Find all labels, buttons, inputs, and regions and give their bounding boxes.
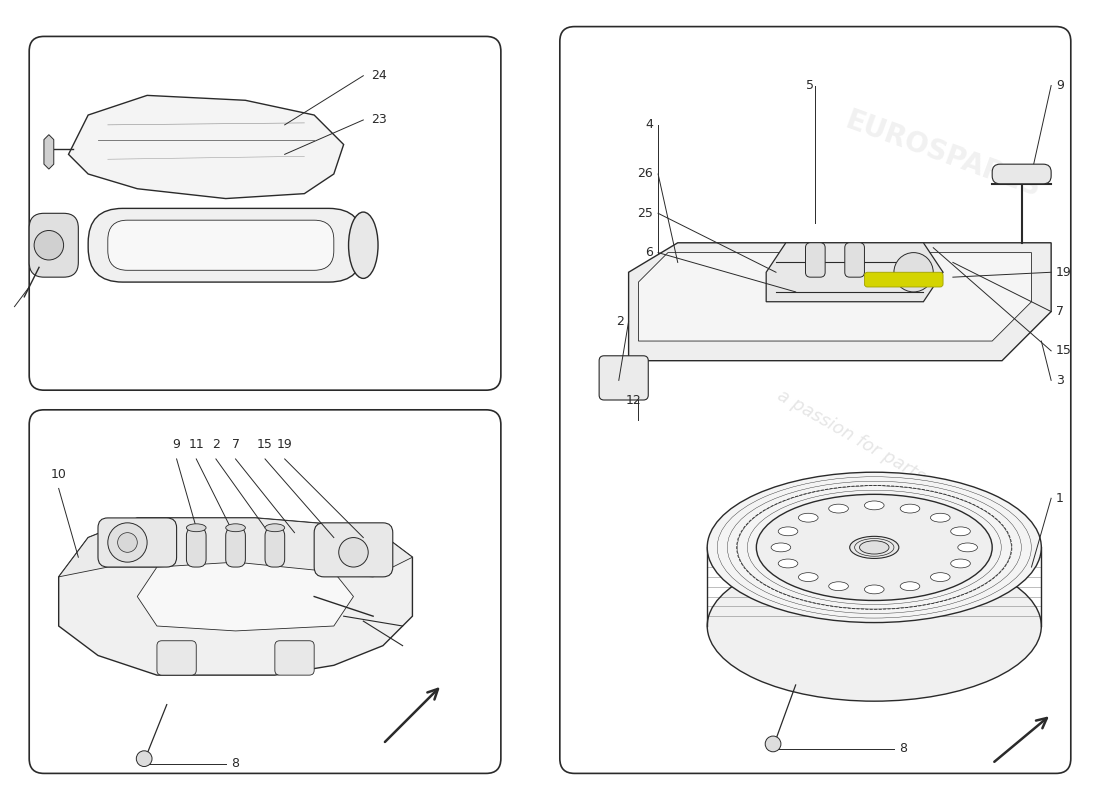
- FancyBboxPatch shape: [98, 518, 177, 567]
- Text: 2: 2: [212, 438, 220, 451]
- Ellipse shape: [778, 527, 798, 536]
- Circle shape: [108, 523, 147, 562]
- Text: 19: 19: [277, 438, 293, 451]
- Ellipse shape: [757, 494, 992, 601]
- FancyBboxPatch shape: [108, 220, 333, 270]
- Text: 26: 26: [637, 167, 653, 181]
- Ellipse shape: [950, 527, 970, 536]
- Ellipse shape: [900, 504, 920, 513]
- Circle shape: [766, 736, 781, 752]
- FancyBboxPatch shape: [560, 26, 1070, 774]
- Text: 15: 15: [257, 438, 273, 451]
- Ellipse shape: [778, 559, 798, 568]
- Text: 12: 12: [626, 394, 641, 406]
- Ellipse shape: [186, 524, 206, 532]
- Text: 6: 6: [646, 246, 653, 259]
- FancyBboxPatch shape: [275, 641, 315, 675]
- Ellipse shape: [865, 585, 884, 594]
- Text: a passion for parts since: a passion for parts since: [774, 386, 975, 512]
- Text: 11: 11: [188, 438, 205, 451]
- Ellipse shape: [900, 582, 920, 590]
- Ellipse shape: [265, 524, 285, 532]
- Text: 19: 19: [1056, 266, 1071, 278]
- Ellipse shape: [931, 573, 950, 582]
- Text: 10: 10: [51, 467, 67, 481]
- Text: 9: 9: [173, 438, 180, 451]
- Text: 23: 23: [371, 114, 387, 126]
- Ellipse shape: [828, 582, 848, 590]
- Polygon shape: [767, 242, 943, 302]
- Ellipse shape: [226, 524, 245, 532]
- Text: 8: 8: [899, 742, 906, 755]
- Text: 1: 1: [1056, 492, 1064, 505]
- Text: 9: 9: [1056, 79, 1064, 92]
- Polygon shape: [58, 518, 412, 675]
- Circle shape: [339, 538, 369, 567]
- FancyBboxPatch shape: [226, 528, 245, 567]
- Text: 3: 3: [1056, 374, 1064, 387]
- Ellipse shape: [859, 541, 889, 554]
- Polygon shape: [68, 95, 343, 198]
- Polygon shape: [138, 562, 353, 631]
- Text: a passion for parts since: a passion for parts since: [197, 570, 353, 662]
- FancyBboxPatch shape: [30, 37, 500, 390]
- Circle shape: [34, 230, 64, 260]
- Polygon shape: [58, 518, 412, 577]
- FancyBboxPatch shape: [805, 242, 825, 277]
- FancyBboxPatch shape: [845, 242, 865, 277]
- Ellipse shape: [828, 504, 848, 513]
- FancyBboxPatch shape: [265, 528, 285, 567]
- Text: 85: 85: [309, 642, 339, 669]
- Ellipse shape: [707, 472, 1042, 622]
- Ellipse shape: [958, 543, 978, 552]
- FancyBboxPatch shape: [865, 272, 943, 287]
- Text: 2: 2: [616, 315, 624, 328]
- Text: 4: 4: [646, 118, 653, 131]
- Polygon shape: [628, 242, 1052, 361]
- Ellipse shape: [931, 514, 950, 522]
- Ellipse shape: [707, 551, 1042, 701]
- Text: 85: 85: [916, 502, 950, 534]
- Ellipse shape: [799, 514, 818, 522]
- Ellipse shape: [771, 543, 791, 552]
- Text: 7: 7: [232, 438, 240, 451]
- Text: EUROSPARES: EUROSPARES: [842, 106, 1045, 202]
- Ellipse shape: [349, 212, 378, 278]
- Text: 24: 24: [371, 70, 387, 82]
- Text: 15: 15: [1056, 344, 1071, 358]
- Text: 7: 7: [1056, 305, 1064, 318]
- Circle shape: [894, 253, 933, 292]
- FancyBboxPatch shape: [30, 214, 78, 277]
- FancyBboxPatch shape: [992, 164, 1052, 184]
- FancyBboxPatch shape: [315, 523, 393, 577]
- Circle shape: [118, 533, 138, 552]
- FancyBboxPatch shape: [186, 528, 206, 567]
- Polygon shape: [44, 134, 54, 169]
- Ellipse shape: [950, 559, 970, 568]
- FancyBboxPatch shape: [30, 410, 500, 774]
- Polygon shape: [638, 253, 1032, 341]
- FancyBboxPatch shape: [157, 641, 196, 675]
- Text: 25: 25: [637, 206, 653, 220]
- Ellipse shape: [799, 573, 818, 582]
- Text: 8: 8: [231, 757, 239, 770]
- Text: 5: 5: [806, 79, 814, 92]
- FancyBboxPatch shape: [88, 208, 363, 282]
- Ellipse shape: [865, 501, 884, 510]
- Ellipse shape: [849, 536, 899, 558]
- Circle shape: [136, 751, 152, 766]
- FancyBboxPatch shape: [600, 356, 648, 400]
